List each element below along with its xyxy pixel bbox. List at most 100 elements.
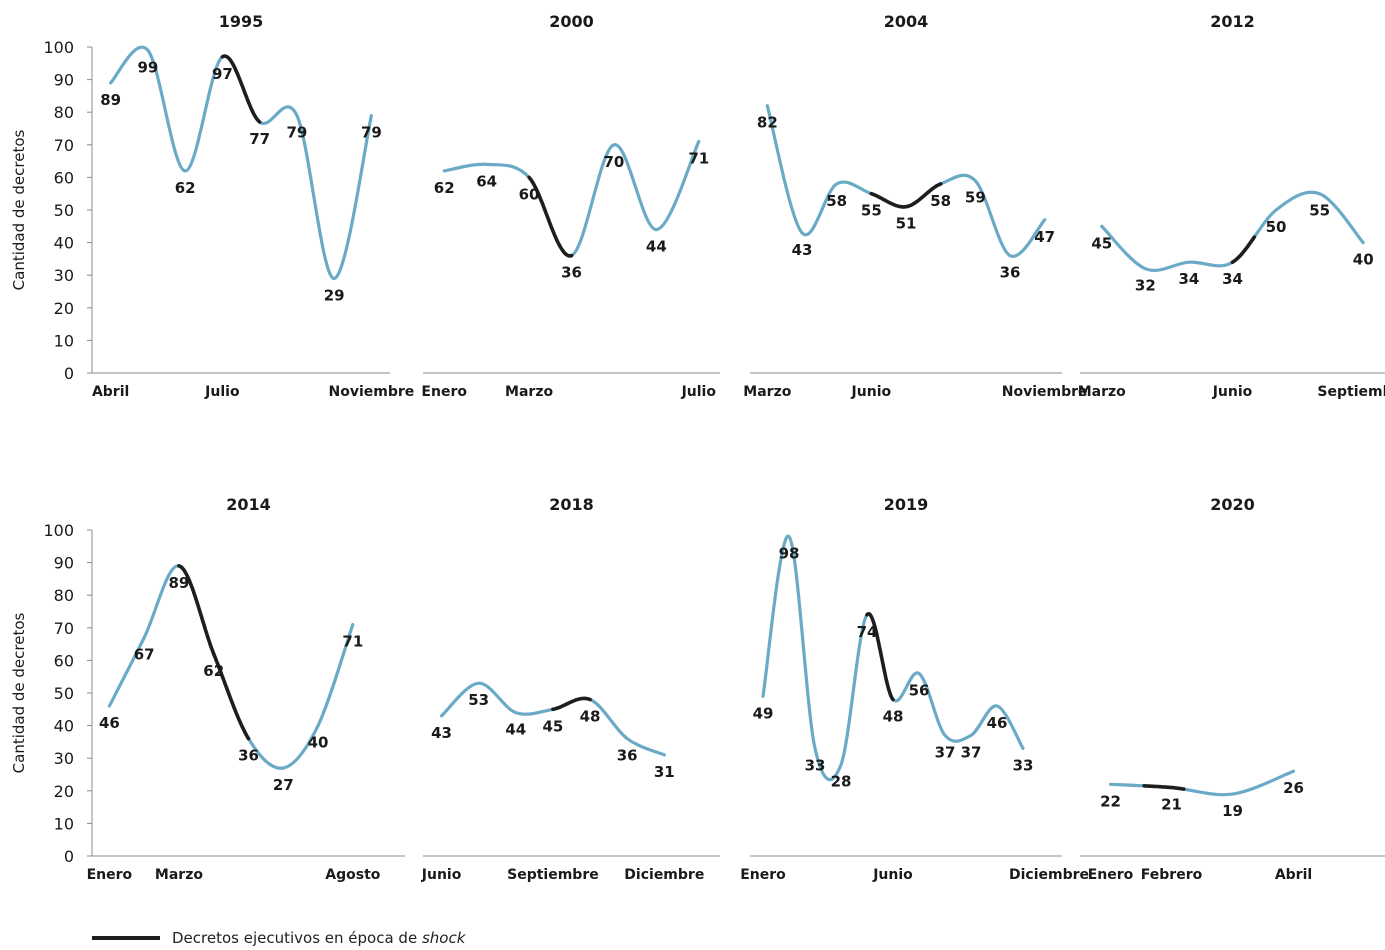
- x-tick-label: Abril: [92, 384, 129, 400]
- y-tick-label: 10: [54, 814, 74, 833]
- chart-panel-2014: 2014 0 10 20 30 40 50 60 70 80 90 100 Cantidad de de…: [10, 495, 405, 883]
- data-label: 45: [1091, 234, 1112, 252]
- shock-segment: [865, 611, 895, 702]
- data-label: 89: [100, 91, 121, 109]
- data-label: 32: [1135, 277, 1156, 295]
- data-label: 28: [831, 773, 852, 791]
- data-label: 48: [580, 708, 601, 726]
- chart-panel-2012: 2012 Marzo Junio Septiembre 45 32 34 34 50 55 40: [1078, 12, 1385, 400]
- data-label: 46: [987, 714, 1008, 732]
- chart-title: 2012: [1210, 12, 1255, 31]
- data-label: 47: [1034, 228, 1055, 246]
- data-label: 36: [561, 264, 582, 282]
- data-label: 27: [273, 776, 294, 794]
- data-label: 74: [857, 623, 878, 641]
- x-tick-label: Diciembre: [1009, 867, 1089, 883]
- shock-segment: [220, 54, 262, 124]
- x-tick-label: Septiembre: [1317, 384, 1385, 400]
- data-label: 36: [617, 747, 638, 765]
- x-tick-label: Agosto: [325, 867, 381, 883]
- x-tick-label: Febrero: [1141, 867, 1203, 883]
- shock-segment: [1230, 235, 1257, 264]
- data-label: 34: [1178, 270, 1199, 288]
- y-tick-label: 60: [54, 651, 74, 670]
- data-label: 36: [1000, 264, 1021, 282]
- data-label: 70: [603, 153, 624, 171]
- y-axis-label: Cantidad de decretos: [10, 612, 28, 773]
- data-label: 77: [249, 130, 270, 148]
- data-label: 49: [753, 704, 774, 722]
- x-tick-label: Marzo: [155, 867, 203, 883]
- y-tick-label: 100: [43, 38, 74, 57]
- x-tick-label: Noviembre: [1002, 384, 1088, 400]
- data-label: 79: [286, 123, 307, 141]
- y-tick-label: 70: [54, 619, 74, 638]
- data-label: 37: [961, 743, 982, 761]
- legend-label-emphasis: shock: [421, 929, 466, 947]
- shock-segment: [904, 182, 943, 209]
- legend-label: Decretos ejecutivos en época de shock: [172, 929, 465, 947]
- x-tick-label: Junio: [1212, 384, 1253, 400]
- chart-panel-2020: 2020 Enero Febrero Abril 22 21 19 26: [1080, 495, 1385, 883]
- y-tick-label: 50: [54, 201, 74, 220]
- data-label: 98: [779, 545, 800, 563]
- data-label: 36: [238, 747, 259, 765]
- x-tick-label: Junio: [421, 867, 462, 883]
- chart-title: 2000: [549, 12, 594, 31]
- data-label: 50: [1266, 218, 1287, 236]
- chart-title: 2004: [884, 12, 929, 31]
- data-label: 33: [1013, 756, 1034, 774]
- data-label: 55: [861, 202, 882, 220]
- data-label: 58: [826, 192, 847, 210]
- y-tick-label: 30: [54, 266, 74, 285]
- data-label: 44: [646, 238, 667, 256]
- x-tick-label: Marzo: [505, 384, 553, 400]
- data-label: 55: [1309, 202, 1330, 220]
- y-tick-label: 80: [54, 103, 74, 122]
- chart-title: 2020: [1210, 495, 1255, 514]
- y-tick-label: 0: [64, 847, 74, 866]
- y-tick-label: 40: [54, 717, 74, 736]
- data-label: 56: [909, 681, 930, 699]
- y-tick-label: 100: [43, 521, 74, 540]
- y-tick-label: 60: [54, 168, 74, 187]
- x-tick-label: Julio: [681, 384, 717, 400]
- shock-segment: [551, 696, 592, 712]
- data-label: 43: [431, 724, 452, 742]
- data-label: 37: [935, 743, 956, 761]
- data-label: 62: [175, 179, 196, 197]
- data-label: 53: [468, 691, 489, 709]
- x-tick-label: Diciembre: [624, 867, 704, 883]
- x-tick-label: Junio: [872, 867, 913, 883]
- shock-segment: [177, 564, 216, 656]
- data-label: 64: [476, 172, 497, 190]
- series-line: [1108, 769, 1296, 797]
- chart-panel-2004: 2004 Marzo Junio Noviembre 82 43 58 55 51 58 59 36 4…: [743, 12, 1087, 400]
- data-label: 62: [203, 662, 224, 680]
- data-label: 44: [505, 721, 526, 739]
- legend-label-prefix: Decretos ejecutivos en época de: [172, 929, 422, 947]
- y-tick-label: 50: [54, 684, 74, 703]
- data-label: 59: [965, 189, 986, 207]
- y-tick-label: 90: [54, 71, 74, 90]
- data-label: 97: [212, 65, 233, 83]
- chart-title: 2018: [549, 495, 594, 514]
- data-label: 43: [792, 241, 813, 259]
- y-tick-label: 10: [54, 331, 74, 350]
- chart-panel-2018: 2018 Junio Septiembre Diciembre 43 53 44 45 48 36…: [421, 495, 720, 883]
- x-tick-label: Enero: [740, 867, 786, 883]
- chart-title: 2014: [226, 495, 271, 514]
- x-tick-label: Enero: [1088, 867, 1134, 883]
- data-label: 40: [1353, 251, 1374, 269]
- x-tick-label: Enero: [421, 384, 467, 400]
- y-tick-label: 90: [54, 554, 74, 573]
- x-tick-label: Julio: [204, 384, 240, 400]
- shock-segment: [527, 175, 574, 258]
- data-label: 79: [361, 123, 382, 141]
- shock-segment: [869, 191, 908, 209]
- y-tick-label: 20: [54, 299, 74, 318]
- legend-shock-swatch: [92, 936, 160, 940]
- x-tick-label: Septiembre: [507, 867, 599, 883]
- chart-panel-1995: 1995 0 10 20 30 40 50 60 70 80 90 100 Cantidad de de…: [10, 12, 414, 400]
